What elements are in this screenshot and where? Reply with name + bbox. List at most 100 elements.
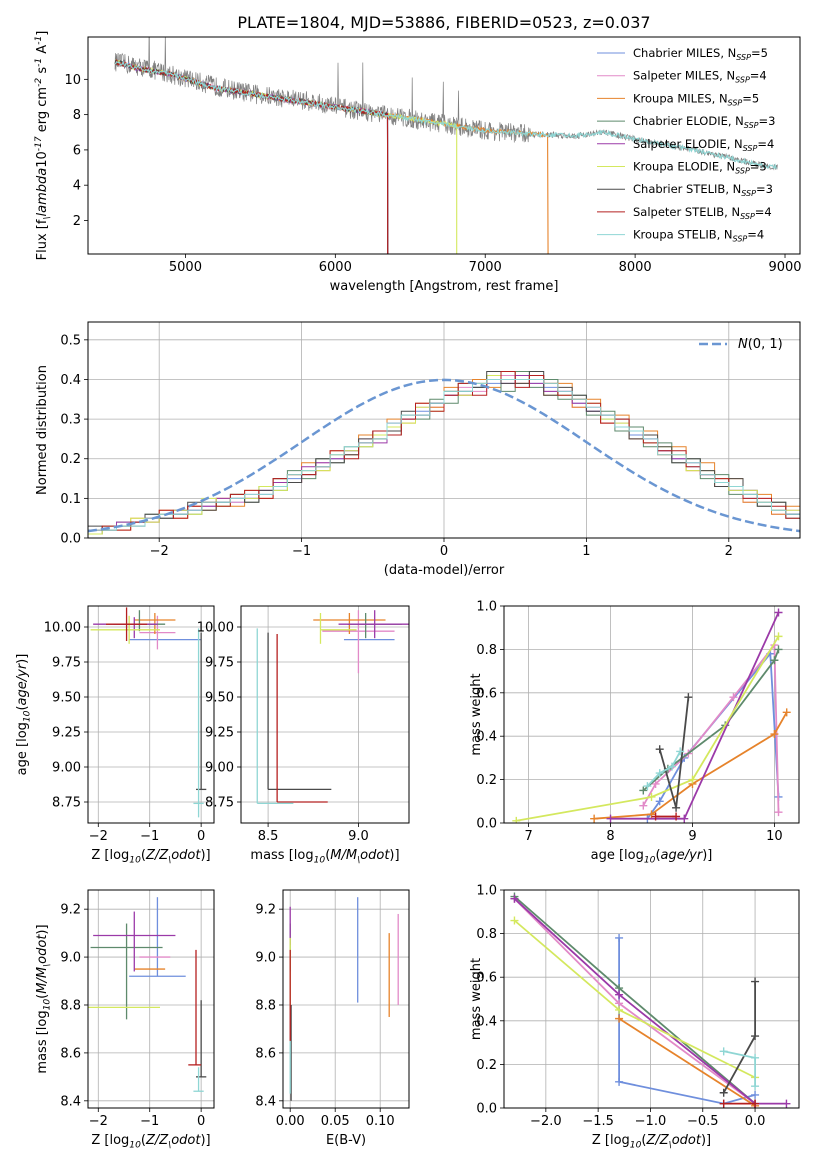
text-span: 10 — [630, 1140, 642, 1150]
text-span: Chabrier MILES, N — [633, 46, 736, 60]
axes-frame — [87, 605, 215, 824]
mass-weight-vs-metallicity-panel: −2.0 −1.5 −1.0 −0.5 0.0 0.0 0.2 0.4 0.6 0.8 1.0 Z [… — [469, 884, 800, 1150]
plot-area — [90, 607, 207, 818]
plus-marker — [770, 730, 779, 739]
errorbar-salpeter-elodie — [338, 610, 409, 639]
legend-label-kroupa-stelib: Kroupa STELIB, NSSP=4 — [633, 228, 764, 244]
plus-marker — [615, 933, 624, 942]
x-tick-label: 6000 — [319, 260, 352, 275]
text-span: =3 — [756, 182, 773, 196]
plus-marker — [680, 814, 689, 823]
y-tick-label: 9.75 — [52, 656, 81, 671]
text-span: mass [log — [35, 1010, 50, 1073]
text-span: Salpeter ELODIE, N — [633, 137, 743, 151]
axes-frame — [282, 889, 410, 1109]
observed-spectrum — [114, 37, 778, 171]
text-span: SSP — [735, 167, 750, 176]
weight-line-path — [516, 635, 780, 822]
plus-marker — [639, 801, 648, 810]
text-span: )] — [15, 654, 30, 664]
x-tick-label: 5000 — [169, 260, 202, 275]
x-axis-label: Z [log10​(Z/Z\​odot)] — [91, 1133, 210, 1150]
x-tick-label: 0 — [197, 1114, 205, 1129]
plot-area — [88, 371, 800, 538]
x-tick-label: −1.0 — [635, 1114, 667, 1129]
y-tick-label: 9.50 — [52, 691, 81, 706]
y-tick-label: 0.8 — [476, 927, 497, 942]
y-tick-label: 8.4 — [255, 1094, 276, 1109]
x-tick-label: −2.0 — [530, 1114, 562, 1129]
y-axis-label: mass weight — [469, 958, 484, 1040]
plus-marker — [510, 916, 519, 925]
text-span: )] — [701, 1133, 711, 1148]
plus-marker — [647, 792, 656, 801]
text-span: )] — [200, 1133, 210, 1148]
weight-line-path — [618, 1017, 756, 1107]
weight-line-kroupa-stelib — [719, 1047, 760, 1091]
legend-label-chabrier-stelib: Chabrier STELIB, NSSP=3 — [633, 182, 773, 198]
x-axis-label: wavelength [Angstrom, rest frame] — [330, 279, 559, 294]
y-axis-label: age [log10​(age/yr)] — [15, 654, 32, 776]
x-tick-label: −2 — [89, 1114, 108, 1129]
plus-marker — [751, 1053, 760, 1062]
errorbar-salpeter-elodie — [93, 911, 176, 972]
weight-line-path — [646, 750, 681, 787]
text-span: Z [log — [91, 848, 129, 863]
y-tick-label: 10.00 — [44, 621, 81, 636]
y-tick-label: 0.0 — [60, 532, 81, 547]
text-span: SSP — [741, 189, 756, 198]
plus-marker — [751, 1090, 760, 1099]
y-tick-label: 0.2 — [476, 1058, 497, 1073]
weight-line-path — [513, 898, 787, 1105]
text-span: )] — [389, 848, 399, 863]
text-span: 10 — [129, 855, 141, 865]
plot-area — [256, 610, 409, 805]
text-span: 10 — [35, 151, 50, 168]
text-span: Chabrier STELIB, N — [633, 182, 741, 196]
mass-vs-extinction-panel: 0.00 0.05 0.10 8.4 8.6 8.8 9.0 9.2 E(B-V) — [255, 889, 410, 1148]
plot-area — [114, 37, 778, 254]
text-span: erg cm — [35, 87, 50, 136]
text-span: Kroupa STELIB, N — [633, 228, 733, 242]
plus-marker — [655, 745, 664, 754]
axes-frame — [240, 605, 410, 824]
text-span: \ — [357, 855, 360, 865]
text-span: odot — [360, 848, 390, 863]
plus-marker — [688, 775, 697, 784]
plus-marker — [782, 708, 791, 717]
text-span: Normed distribution — [35, 365, 50, 495]
y-tick-label: 1.0 — [476, 884, 497, 899]
y-tick-label: 10.00 — [197, 621, 234, 636]
y-tick-label: 8.6 — [60, 1046, 81, 1061]
weight-line-chabrier-stelib — [655, 693, 693, 812]
text-span: ( — [655, 848, 660, 863]
text-span: ( — [35, 994, 50, 999]
text-span: \ — [669, 1140, 672, 1150]
plus-marker — [719, 1088, 728, 1097]
y-tick-label: 9.0 — [255, 951, 276, 966]
text-span: Z/Z — [145, 1133, 169, 1148]
y-tick-label: 8 — [73, 108, 81, 123]
plus-marker — [751, 977, 760, 986]
x-tick-label: 7000 — [469, 260, 502, 275]
text-span: age/yr — [15, 662, 30, 705]
legend-label-kroupa-elodie: Kroupa ELODIE, NSSP=3 — [633, 160, 767, 176]
legend-label-gaussian: N(0, 1) — [738, 337, 783, 352]
text-span: =3 — [759, 114, 776, 128]
x-tick-label: 0.00 — [276, 1114, 305, 1129]
y-tick-label: 6 — [73, 143, 81, 158]
plus-marker — [719, 1047, 728, 1056]
axis-group: −2 −1 0 8.75 9.00 9.25 9.50 9.75 10.00 Z [log10​(… — [15, 605, 215, 865]
text-span: -1 — [34, 36, 44, 45]
y-tick-label: 0.0 — [476, 817, 497, 832]
x-tick-label: −1 — [140, 1114, 159, 1129]
legend-label-chabrier-elodie: Chabrier ELODIE, NSSP=3 — [633, 114, 775, 130]
text-span: ( — [641, 1133, 646, 1148]
text-span: 10 — [644, 855, 656, 865]
text-span: =4 — [755, 205, 772, 219]
gaussian-reference-curve — [88, 378, 800, 533]
legend-label-salpeter-elodie: Salpeter ELODIE, NSSP=4 — [633, 137, 774, 153]
y-tick-label: 8.4 — [60, 1094, 81, 1109]
